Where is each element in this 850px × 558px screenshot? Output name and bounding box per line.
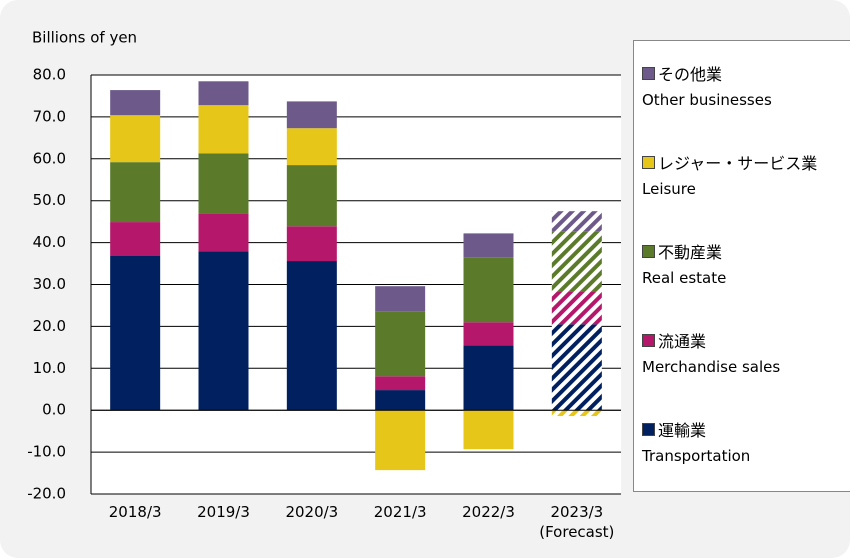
- legend-swatch: [642, 423, 655, 436]
- y-tick-label: 0.0: [42, 401, 66, 419]
- legend-item: その他業 Other businesses: [642, 61, 772, 109]
- legend-label-en: Real estate: [642, 269, 727, 287]
- bar-segment: [375, 376, 426, 391]
- bar-segment: [110, 222, 161, 257]
- bar-segment: [551, 231, 602, 292]
- y-tick-label: 50.0: [33, 191, 66, 209]
- y-tick-label: -20.0: [27, 485, 66, 503]
- legend-swatch: [642, 245, 655, 258]
- bar-segment: [286, 128, 337, 166]
- bar-segment: [198, 81, 249, 106]
- bar-segment: [110, 162, 161, 223]
- legend-row: レジャー・サービス業: [642, 150, 817, 174]
- y-tick-label: 40.0: [33, 233, 66, 251]
- x-tick-label: 2018/3: [108, 503, 162, 521]
- bar-segment: [375, 311, 426, 377]
- bar-segment: [198, 251, 249, 411]
- legend-row: 流通業: [642, 328, 780, 352]
- legend-row: その他業: [642, 61, 772, 85]
- y-tick-label: 20.0: [33, 317, 66, 335]
- bar-segment: [375, 286, 426, 312]
- legend-row: 運輸業: [642, 417, 750, 441]
- legend-item: 不動産業 Real estate: [642, 239, 726, 287]
- x-tick-label: 2019/3: [197, 503, 250, 521]
- x-tick-label: 2023/3 (Forecast): [539, 503, 615, 541]
- bar-segment: [551, 291, 602, 325]
- y-tick-label: 70.0: [33, 107, 66, 125]
- bar-segment: [375, 390, 426, 411]
- y-tick-label: 60.0: [33, 149, 66, 167]
- bar-segment: [551, 324, 602, 411]
- y-tick-label: 80.0: [33, 66, 66, 84]
- bar-segment: [463, 410, 514, 450]
- legend-item: 運輸業 Transportation: [642, 417, 750, 465]
- bar-segment: [463, 257, 514, 323]
- bar-segment: [551, 211, 602, 232]
- legend-label: 運輸業: [658, 421, 707, 440]
- legend-label: レジャー・サービス業: [658, 154, 818, 173]
- bar-segment: [375, 410, 426, 471]
- legend-label-en: Merchandise sales: [642, 358, 781, 376]
- y-tick-label: -10.0: [27, 443, 66, 461]
- legend-swatch: [642, 156, 655, 169]
- y-tick-label: 30.0: [33, 275, 66, 293]
- bar-segment: [286, 226, 337, 262]
- x-tick-label: 2020/3: [285, 503, 339, 521]
- bar-segment: [286, 261, 337, 411]
- bar-segment: [110, 256, 161, 411]
- bar-segment: [110, 115, 161, 163]
- bar-segment: [110, 90, 161, 116]
- x-tick-label: 2022/3: [462, 503, 515, 521]
- bar-segment: [198, 105, 249, 154]
- legend-row: 不動産業: [642, 239, 726, 263]
- legend-swatch: [642, 334, 655, 347]
- legend-item: レジャー・サービス業 Leisure: [642, 150, 817, 198]
- legend-label-en: Leisure: [642, 180, 696, 198]
- bar-segment: [463, 233, 514, 258]
- bar-segment: [286, 101, 337, 129]
- y-axis-label: Billions of yen: [32, 29, 137, 47]
- x-tick-label: 2021/3: [373, 503, 427, 521]
- legend-swatch: [642, 67, 655, 80]
- legend-label-en: Transportation: [642, 447, 751, 465]
- legend-label: 不動産業: [658, 243, 723, 262]
- bar-segment: [463, 345, 514, 411]
- bar-segment: [463, 322, 514, 346]
- bar-segment: [198, 153, 249, 214]
- legend-item: 流通業 Merchandise sales: [642, 328, 780, 376]
- y-tick-label: 10.0: [33, 359, 66, 377]
- legend-label: その他業: [658, 65, 723, 84]
- legend-label: 流通業: [658, 332, 707, 351]
- legend: 運輸業 Transportation 流通業 Merchandise sales 不動産…: [633, 40, 850, 492]
- bar-segment: [551, 410, 602, 417]
- legend-label-en: Other businesses: [642, 91, 772, 109]
- bar-segment: [286, 165, 337, 227]
- bar-segment: [198, 213, 249, 252]
